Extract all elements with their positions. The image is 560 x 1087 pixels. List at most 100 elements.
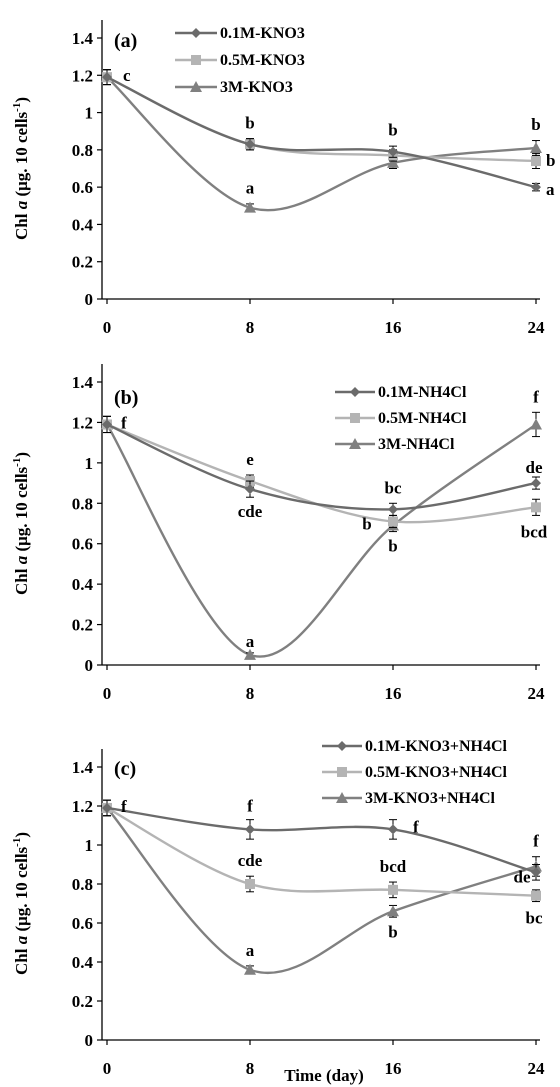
legend-marker <box>191 55 201 65</box>
data-point <box>388 146 398 157</box>
x-tick-label: 16 <box>385 318 402 337</box>
x-tick-label: 8 <box>246 318 255 337</box>
significance-label: a <box>246 632 255 651</box>
data-point <box>531 890 541 901</box>
significance-label: f <box>121 413 127 432</box>
x-tick-label: 0 <box>103 318 112 337</box>
data-point <box>530 418 542 430</box>
legend-label: 0.5M-KNO3+NH4Cl <box>365 764 508 781</box>
data-point <box>388 516 398 527</box>
panel-label: (c) <box>114 758 136 780</box>
y-tick-label: 1.4 <box>72 29 94 48</box>
data-point <box>102 72 112 83</box>
panel-b: 0 0.2 0.4 0.6 0.8 1 1.2 1.4 0 8 16 24 Chl a (μg. 10 … <box>11 364 548 703</box>
x-tick-label: 0 <box>103 684 112 703</box>
x-tick-label: 24 <box>528 684 546 703</box>
data-point <box>102 419 112 430</box>
y-tick-label: 0.6 <box>72 178 93 197</box>
data-point <box>387 156 399 168</box>
data-point <box>102 802 112 813</box>
legend-label: 0.1M-KNO3 <box>220 25 305 42</box>
y-axis-title: Chl a (μg. 10 cells-1) <box>11 832 31 975</box>
significance-label: b <box>388 121 397 140</box>
data-point <box>531 182 541 193</box>
data-point <box>244 201 256 213</box>
series-line <box>106 423 537 524</box>
data-point <box>245 879 255 889</box>
y-tick-label: 1.2 <box>72 66 93 85</box>
y-tick-label: 0.2 <box>72 253 93 272</box>
y-tick-label: 1 <box>85 104 94 123</box>
significance-label: b <box>362 514 371 533</box>
significance-label: bcd <box>380 857 407 876</box>
x-tick-label: 8 <box>246 1059 255 1078</box>
x-tick-label: 16 <box>385 684 402 703</box>
legend-label: 3M-NH4Cl <box>378 436 455 453</box>
legend-marker <box>336 792 348 803</box>
data-point <box>531 867 541 878</box>
y-tick-label: 1.4 <box>72 373 94 392</box>
data-point <box>388 884 398 895</box>
significance-label: a <box>246 941 255 960</box>
series-line <box>106 806 537 897</box>
series-line <box>106 807 537 975</box>
legend-label: 3M-KNO3 <box>220 79 293 96</box>
series-line <box>106 76 537 189</box>
y-tick-label: 0.8 <box>72 141 93 160</box>
y-tick-label: 0.6 <box>72 535 93 554</box>
legend-label: 0.1M-NH4Cl <box>378 384 467 401</box>
significance-label: de <box>514 867 531 886</box>
data-point <box>244 963 256 975</box>
significance-label: f <box>247 796 253 815</box>
y-axis-title: Chl a (μg. 10 cells-1) <box>11 97 31 240</box>
significance-label: f <box>533 387 539 406</box>
y-tick-label: 0 <box>85 656 94 675</box>
significance-label: b <box>531 115 540 134</box>
y-tick-label: 0 <box>85 290 94 309</box>
x-tick-label: 24 <box>528 318 546 337</box>
data-point <box>531 502 541 513</box>
significance-label: b <box>546 151 555 170</box>
significance-label: b <box>245 113 254 132</box>
legend-label: 0.5M-KNO3 <box>220 52 305 69</box>
y-tick-label: 0.6 <box>72 914 93 933</box>
series-line <box>106 806 537 874</box>
significance-label: a <box>246 179 255 198</box>
significance-label: e <box>246 450 254 469</box>
y-tick-label: 0.4 <box>72 953 94 972</box>
significance-label: f <box>121 797 127 816</box>
legend-marker <box>350 387 360 397</box>
x-tick-label: 8 <box>246 684 255 703</box>
legend-marker <box>190 81 202 92</box>
series-line <box>105 423 537 658</box>
significance-label: bc <box>526 909 543 928</box>
y-tick-label: 0.4 <box>72 215 94 234</box>
y-tick-label: 1 <box>85 836 94 855</box>
legend-marker <box>337 741 347 751</box>
data-point <box>244 648 256 660</box>
y-tick-label: 0.2 <box>72 992 93 1011</box>
y-tick-label: 0.4 <box>72 575 94 594</box>
significance-label: de <box>526 458 543 477</box>
legend-marker <box>191 28 201 38</box>
data-point <box>245 484 255 495</box>
panel-label: (a) <box>114 30 137 52</box>
significance-label: bcd <box>521 522 548 541</box>
significance-label: bc <box>385 478 402 497</box>
data-point <box>388 504 398 515</box>
legend-label: 0.1M-KNO3+NH4Cl <box>365 738 508 755</box>
data-point <box>245 139 255 150</box>
y-axis-title: Chl a (μg. 10 cells-1) <box>11 452 31 595</box>
data-point <box>387 905 399 917</box>
significance-label: cde <box>238 502 263 521</box>
significance-label: b <box>388 537 397 556</box>
x-axis-title: Time (day) <box>284 1066 364 1085</box>
data-point <box>245 824 255 835</box>
legend-label: 3M-KNO3+NH4Cl <box>365 790 496 807</box>
y-tick-label: 1.2 <box>72 413 93 432</box>
panel-label: (b) <box>114 387 138 409</box>
data-point <box>388 824 398 835</box>
series-line <box>106 423 537 511</box>
y-tick-label: 0.8 <box>72 494 93 513</box>
